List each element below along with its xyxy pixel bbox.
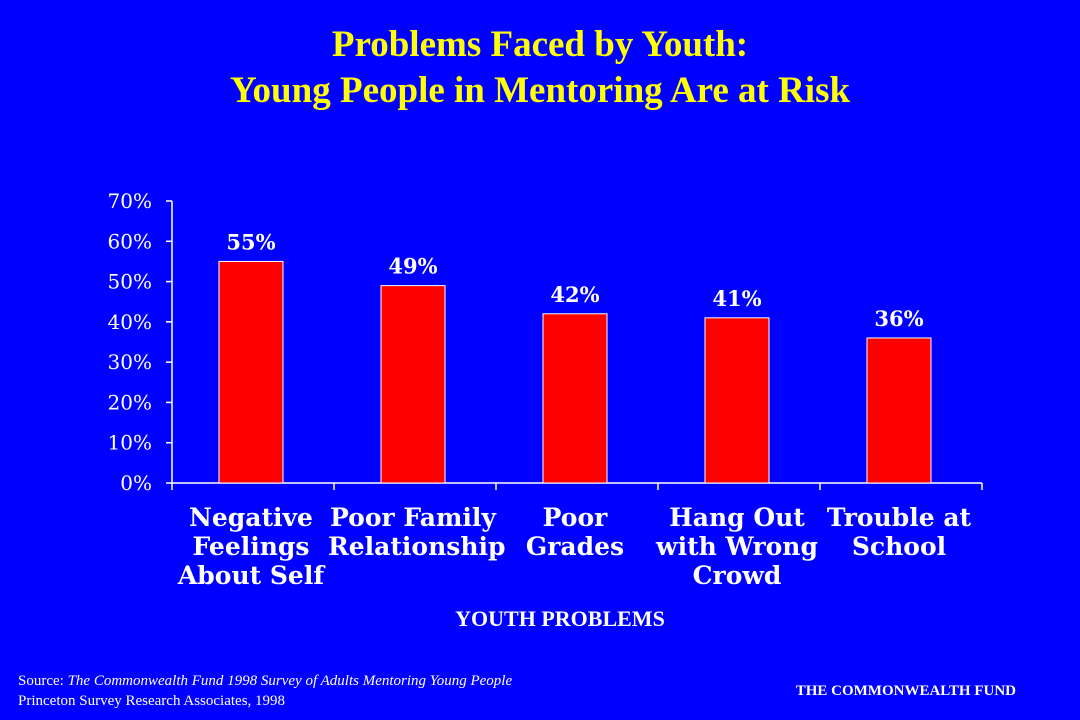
y-tick-label: 70% <box>108 189 152 213</box>
data-label: 49% <box>388 254 437 279</box>
source-title: The Commonwealth Fund 1998 Survey of Adu… <box>67 673 513 689</box>
category-label-line: Poor Family <box>330 503 496 532</box>
bar <box>542 313 608 484</box>
category-label-line: Trouble at <box>826 503 972 532</box>
category-label-line: About Self <box>177 561 325 590</box>
category-label: Poor Family Relationship <box>328 503 506 561</box>
category-label-line: Hang Out <box>669 503 805 532</box>
title-line-1: Problems Faced by Youth: <box>331 24 749 65</box>
category-label-line: with Wrong <box>656 532 818 561</box>
y-tick-label: 0% <box>120 471 152 495</box>
y-tick-label: 10% <box>108 431 152 455</box>
category-label-line: Negative <box>189 503 313 532</box>
bar <box>866 337 932 484</box>
category-label-line: School <box>851 532 947 561</box>
bar <box>380 285 446 484</box>
title-line-2: Young People in Mentoring Are at Risk <box>229 70 851 111</box>
y-tick-label: 20% <box>108 390 152 414</box>
bar <box>704 317 770 484</box>
bar-chart: 0% 10% 20% 30% 40% 50% 60% 70% 55% 49% 42% 41% 36% <box>108 189 983 495</box>
source-line-2: Princeton Survey Research Associates, 19… <box>18 693 286 709</box>
category-label-line: Relationship <box>328 532 506 561</box>
category-label: Negative Feelings About Self <box>166 503 336 590</box>
category-label: Hang Out with Wrong Crowd <box>652 503 822 590</box>
x-axis-label: YOUTH PROBLEMS <box>455 606 665 631</box>
brand-footer: THE COMMONWEALTH FUND <box>795 683 1016 699</box>
data-label: 42% <box>550 282 599 307</box>
slide-title: Problems Faced by Youth: Young People in… <box>0 22 1080 114</box>
data-label: 55% <box>226 229 275 254</box>
y-tick-label: 50% <box>108 270 152 294</box>
category-label-line: Feelings <box>192 532 310 561</box>
y-tick-label: 30% <box>108 350 152 374</box>
category-label-line: Crowd <box>692 561 782 590</box>
y-tick-label: 40% <box>108 310 152 334</box>
category-label: Trouble at School <box>814 503 984 561</box>
category-label: Poor Grades <box>490 503 660 561</box>
data-label: 36% <box>874 306 923 331</box>
bar <box>218 260 284 484</box>
y-tick-label: 60% <box>108 229 152 253</box>
category-label-line: Poor Grades <box>525 503 625 561</box>
source-note: Source: The Commonwealth Fund 1998 Surve… <box>18 671 512 711</box>
data-label: 41% <box>712 286 761 311</box>
source-prefix: Source: <box>18 673 68 689</box>
